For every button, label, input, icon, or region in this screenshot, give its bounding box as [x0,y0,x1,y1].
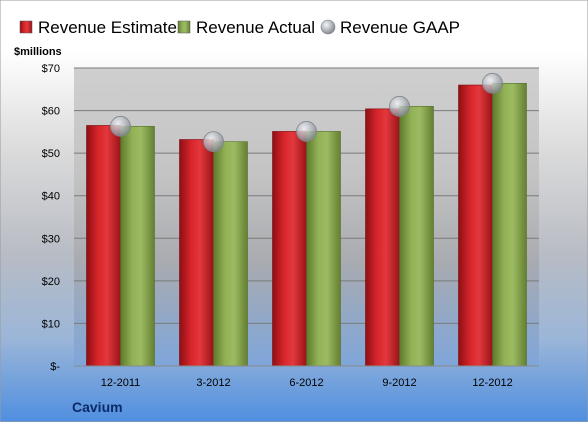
y-tick-label: $30 [42,233,60,245]
revenue-estimate-bar [458,84,493,367]
legend-swatch-revenue-gaap [320,19,336,35]
legend: Revenue Estimate Revenue Actual Revenue GA… [19,18,460,37]
revenue-estimate-bar [179,139,214,367]
revenue-actual-bar [492,83,527,367]
revenue-gaap-marker [203,131,224,153]
revenue-actual-bar [120,126,155,367]
x-tick-label: 12-2012 [472,377,512,389]
revenue-estimate-bar [272,131,307,367]
y-tick-label: $20 [42,276,60,288]
revenue-estimate-bar [365,108,400,367]
y-tick-label: $60 [42,106,60,118]
revenue-gaap-marker [110,115,131,137]
legend-swatch-revenue-estimate [19,20,33,34]
revenue-actual-bar [399,106,434,367]
y-tick-label: $50 [42,148,60,160]
revenue-actual-bar [306,131,341,367]
x-tick-label: 3-2012 [196,377,230,389]
company-name: Cavium [72,399,123,415]
x-tick-label: 6-2012 [289,377,323,389]
y-tick-label: $10 [42,318,60,330]
revenue-actual-bar [213,141,248,367]
x-tick-label: 9-2012 [382,377,416,389]
revenue-gaap-marker [296,121,317,142]
x-axis-ticks: 12-2011 3-2012 6-2012 9-2012 12-2012 [101,377,513,389]
legend-swatch-revenue-actual [177,20,191,34]
bars [86,83,527,367]
x-tick-label: 12-2011 [101,377,141,389]
revenue-gaap-marker [389,95,410,117]
y-axis-unit-label: $millions [14,46,62,58]
revenue-gaap-marker [482,72,503,94]
legend-label: Revenue GAAP [340,18,460,37]
y-axis-ticks: $- $10 $20 $30 $40 $50 $60 $70 [42,63,61,373]
gaap-markers [110,72,503,153]
y-tick-label: $40 [42,191,60,203]
revenue-estimate-bar [86,125,121,367]
legend-label: Revenue Actual [196,18,315,37]
y-tick-label: $- [50,361,60,373]
legend-label: Revenue Estimate [38,18,177,37]
y-tick-label: $70 [42,63,60,75]
